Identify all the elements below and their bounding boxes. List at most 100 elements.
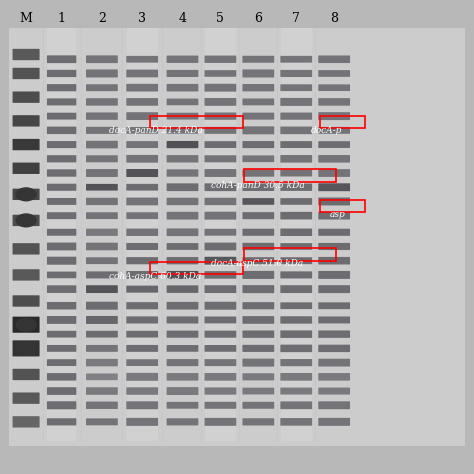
- FancyBboxPatch shape: [242, 113, 274, 119]
- FancyBboxPatch shape: [13, 189, 40, 200]
- FancyBboxPatch shape: [167, 141, 199, 148]
- FancyBboxPatch shape: [167, 84, 199, 91]
- FancyBboxPatch shape: [281, 388, 312, 394]
- Bar: [127, 28, 157, 441]
- FancyBboxPatch shape: [13, 340, 40, 356]
- FancyBboxPatch shape: [242, 257, 274, 264]
- FancyBboxPatch shape: [281, 316, 312, 324]
- FancyBboxPatch shape: [167, 302, 199, 310]
- FancyBboxPatch shape: [319, 212, 350, 219]
- FancyBboxPatch shape: [281, 155, 312, 163]
- Text: cohA-aspC 60.3 kDa: cohA-aspC 60.3 kDa: [109, 272, 201, 281]
- FancyBboxPatch shape: [242, 285, 274, 293]
- FancyBboxPatch shape: [13, 317, 40, 333]
- FancyBboxPatch shape: [242, 169, 274, 177]
- FancyBboxPatch shape: [126, 155, 158, 163]
- FancyBboxPatch shape: [205, 387, 236, 395]
- FancyBboxPatch shape: [319, 418, 350, 426]
- FancyBboxPatch shape: [47, 155, 76, 163]
- FancyBboxPatch shape: [205, 271, 236, 279]
- FancyBboxPatch shape: [126, 70, 158, 77]
- FancyBboxPatch shape: [319, 127, 350, 134]
- FancyBboxPatch shape: [13, 369, 40, 380]
- FancyBboxPatch shape: [319, 373, 350, 381]
- FancyBboxPatch shape: [167, 271, 199, 279]
- FancyBboxPatch shape: [86, 84, 118, 91]
- FancyBboxPatch shape: [281, 112, 312, 120]
- FancyBboxPatch shape: [126, 373, 158, 381]
- FancyBboxPatch shape: [47, 285, 76, 293]
- Text: asp: asp: [329, 210, 345, 219]
- FancyBboxPatch shape: [281, 141, 312, 148]
- FancyBboxPatch shape: [167, 169, 199, 177]
- FancyBboxPatch shape: [319, 243, 350, 250]
- FancyBboxPatch shape: [47, 302, 76, 310]
- FancyBboxPatch shape: [167, 99, 199, 105]
- FancyBboxPatch shape: [86, 70, 118, 77]
- Bar: [205, 28, 236, 441]
- FancyBboxPatch shape: [86, 331, 118, 337]
- FancyBboxPatch shape: [167, 228, 199, 236]
- FancyBboxPatch shape: [281, 345, 312, 352]
- FancyBboxPatch shape: [242, 402, 274, 409]
- FancyArrow shape: [162, 27, 163, 441]
- FancyBboxPatch shape: [167, 387, 199, 395]
- FancyBboxPatch shape: [167, 331, 199, 337]
- FancyBboxPatch shape: [167, 402, 199, 409]
- FancyBboxPatch shape: [281, 228, 312, 236]
- FancyBboxPatch shape: [167, 113, 199, 119]
- FancyBboxPatch shape: [205, 285, 236, 293]
- FancyBboxPatch shape: [319, 169, 350, 177]
- FancyBboxPatch shape: [167, 155, 199, 163]
- FancyBboxPatch shape: [319, 401, 350, 409]
- Ellipse shape: [16, 187, 37, 201]
- FancyBboxPatch shape: [205, 345, 236, 352]
- FancyBboxPatch shape: [86, 302, 118, 310]
- FancyBboxPatch shape: [126, 184, 158, 191]
- Text: docA-panD 21.4 kDa: docA-panD 21.4 kDa: [109, 126, 203, 135]
- FancyBboxPatch shape: [205, 183, 236, 191]
- FancyBboxPatch shape: [86, 198, 118, 205]
- FancyBboxPatch shape: [242, 373, 274, 381]
- FancyBboxPatch shape: [126, 169, 158, 177]
- FancyBboxPatch shape: [86, 98, 118, 106]
- FancyBboxPatch shape: [126, 127, 158, 134]
- FancyBboxPatch shape: [126, 271, 158, 279]
- FancyBboxPatch shape: [281, 330, 312, 338]
- FancyBboxPatch shape: [13, 269, 40, 281]
- FancyBboxPatch shape: [319, 155, 350, 163]
- Bar: [150, 116, 243, 128]
- FancyBboxPatch shape: [281, 302, 312, 309]
- FancyArrow shape: [238, 27, 240, 441]
- FancyBboxPatch shape: [126, 112, 158, 120]
- FancyBboxPatch shape: [205, 84, 236, 91]
- FancyBboxPatch shape: [86, 401, 118, 409]
- FancyBboxPatch shape: [242, 70, 274, 77]
- Ellipse shape: [16, 318, 37, 332]
- FancyBboxPatch shape: [47, 55, 76, 63]
- FancyBboxPatch shape: [319, 55, 350, 63]
- FancyBboxPatch shape: [126, 286, 158, 292]
- FancyBboxPatch shape: [47, 99, 76, 105]
- Bar: [244, 169, 336, 182]
- FancyBboxPatch shape: [319, 70, 350, 77]
- FancyBboxPatch shape: [86, 228, 118, 236]
- Bar: [320, 116, 365, 128]
- FancyBboxPatch shape: [126, 387, 158, 395]
- Text: 6: 6: [255, 12, 262, 25]
- FancyBboxPatch shape: [205, 98, 236, 106]
- FancyBboxPatch shape: [205, 141, 236, 148]
- FancyBboxPatch shape: [126, 257, 158, 264]
- FancyBboxPatch shape: [126, 228, 158, 236]
- FancyBboxPatch shape: [47, 331, 76, 337]
- FancyBboxPatch shape: [205, 257, 236, 264]
- FancyBboxPatch shape: [167, 418, 199, 426]
- FancyBboxPatch shape: [205, 169, 236, 177]
- FancyBboxPatch shape: [319, 183, 350, 191]
- FancyBboxPatch shape: [86, 127, 118, 134]
- Text: M: M: [19, 12, 33, 25]
- Text: 5: 5: [217, 12, 224, 25]
- Text: docA-p: docA-p: [310, 126, 342, 135]
- FancyBboxPatch shape: [319, 98, 350, 106]
- Ellipse shape: [16, 213, 37, 228]
